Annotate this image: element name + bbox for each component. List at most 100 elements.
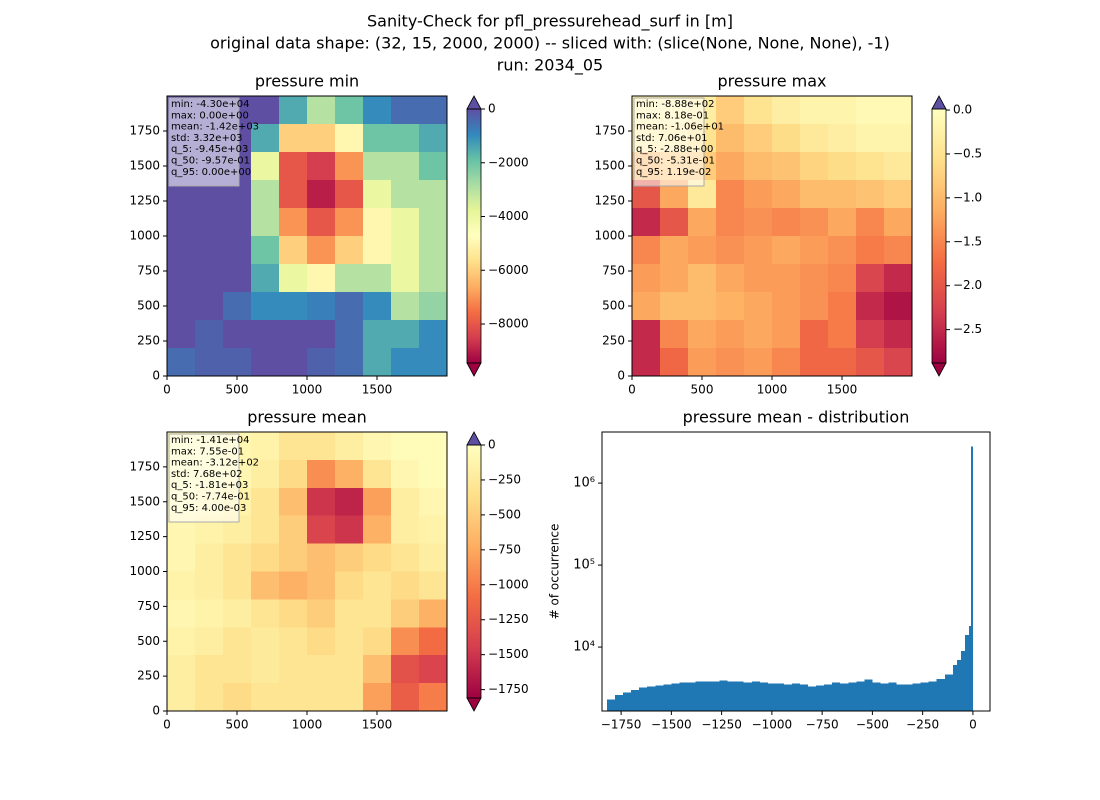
y-tick-label: 1500 — [129, 159, 160, 173]
heatmap-cell — [363, 655, 392, 684]
stats-text: q_5: -1.81e+03 — [171, 480, 248, 491]
heatmap-cell — [716, 208, 745, 237]
heatmap-cell — [251, 571, 280, 600]
stats-text: min: -1.41e+04 — [171, 435, 250, 446]
heatmap-cell — [688, 348, 717, 377]
heatmap-cell — [884, 152, 913, 181]
bar — [623, 692, 632, 711]
heatmap-cell — [363, 264, 392, 293]
y-tick-label: 1750 — [594, 124, 625, 138]
heatmap-cell — [363, 292, 392, 321]
heatmap-cell — [419, 236, 448, 265]
heatmap-cell — [419, 292, 448, 321]
bar — [687, 682, 696, 711]
heatmap-cell — [716, 152, 745, 181]
heatmap-cell — [391, 627, 420, 656]
heatmap-cell — [307, 320, 336, 349]
heatmap-cell — [632, 264, 661, 293]
bar — [727, 681, 736, 711]
colorbar-tick-label: −250 — [488, 472, 521, 486]
heatmap-cell — [335, 599, 364, 628]
heatmap-cell — [167, 683, 196, 712]
bar — [655, 685, 664, 711]
heatmap-cell — [307, 208, 336, 237]
panel-title: pressure mean — [247, 408, 367, 427]
stats-text: mean: -1.06e+01 — [636, 122, 724, 133]
heatmap-cell — [688, 208, 717, 237]
heatmap-cell — [363, 348, 392, 377]
heatmap-cell — [884, 180, 913, 209]
bar — [735, 681, 744, 711]
bar — [952, 665, 957, 711]
bar — [968, 626, 971, 711]
colorbar-tick-label: 0.0 — [953, 103, 972, 117]
heatmap-cell — [307, 459, 336, 489]
heatmap-cell — [307, 236, 336, 265]
stats-box — [168, 97, 240, 187]
heatmap-cell — [279, 432, 308, 461]
bar — [711, 681, 720, 711]
x-tick-label: 0 — [628, 383, 636, 397]
heatmap-cell — [223, 683, 252, 712]
heatmap-cell — [251, 264, 280, 293]
heatmap-cell — [884, 348, 913, 377]
heatmap-cell — [251, 180, 280, 209]
stats-text: q_95: 1.19e-02 — [636, 167, 711, 178]
bar — [808, 686, 817, 711]
colorbar-tick-label: −0.5 — [953, 146, 982, 160]
heatmap-cell — [716, 292, 745, 321]
heatmap-cell — [828, 292, 857, 321]
heatmap-cell — [335, 320, 364, 349]
heatmap-cell — [884, 292, 913, 321]
x-tick-label: 1000 — [292, 383, 323, 397]
heatmap-cell — [391, 432, 420, 461]
stats-text: max: 8.18e-01 — [636, 110, 709, 121]
x-tick-label: −250 — [906, 718, 939, 732]
heatmap-cell — [800, 180, 829, 209]
heatmap-cell — [828, 180, 857, 209]
heatmap-cell — [391, 655, 420, 684]
heatmap-cell — [279, 459, 308, 489]
bar — [719, 680, 728, 711]
heatmap-cell — [391, 320, 420, 349]
heatmap-cell — [391, 571, 420, 600]
heatmap-cell — [419, 571, 448, 600]
heatmap-cell — [279, 208, 308, 237]
heatmap-cell — [223, 543, 252, 572]
heatmap-cell — [363, 683, 392, 712]
colorbar-frame — [466, 108, 482, 364]
colorbar — [467, 445, 481, 698]
colorbar-extend — [466, 95, 482, 110]
bar — [767, 683, 776, 711]
bar — [791, 683, 801, 711]
heatmap-cell — [419, 515, 448, 545]
heatmap-cell — [363, 96, 392, 125]
x-tick-label: −500 — [856, 718, 889, 732]
heatmap-cell — [363, 627, 392, 656]
x-tick-label: 1500 — [362, 383, 393, 397]
heatmap-cell — [167, 348, 196, 377]
heatmap-cell — [772, 152, 801, 181]
y-tick-label: 0 — [617, 369, 625, 383]
heatmap-cell — [391, 152, 420, 181]
heatmap-cell — [251, 432, 280, 461]
colorbar-tick-label: −2000 — [488, 155, 529, 169]
heatmap-cell — [335, 264, 364, 293]
heatmap-cell — [828, 124, 857, 153]
colorbar-tick-label: −500 — [488, 507, 521, 521]
heatmap-cell — [660, 208, 689, 237]
heatmap-cell — [391, 348, 420, 377]
heatmap-cell — [223, 208, 252, 237]
heatmap-cell — [335, 96, 364, 125]
heatmap-cell — [632, 348, 661, 377]
x-tick-label: 1500 — [827, 383, 858, 397]
colorbar-tick-label: −1.5 — [953, 234, 982, 248]
heatmap-cell — [800, 320, 829, 349]
bar — [964, 635, 969, 711]
panel-title: pressure mean - distribution — [683, 408, 910, 427]
x-tick-label: 500 — [226, 718, 249, 732]
heatmap — [167, 96, 448, 377]
x-tick-label: −1750 — [601, 718, 642, 732]
heatmap-cell — [167, 292, 196, 321]
heatmap-cell — [279, 320, 308, 349]
